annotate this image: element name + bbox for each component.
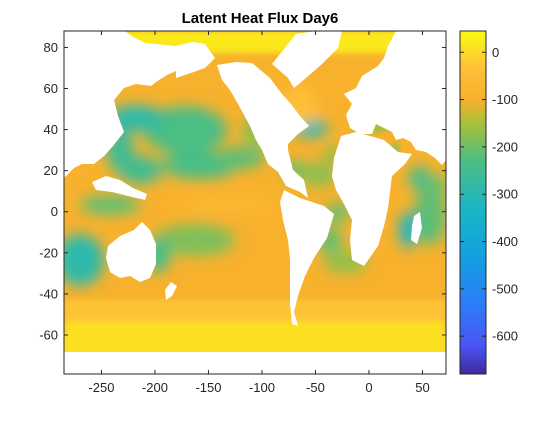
land-australia [106, 222, 156, 282]
flux-region-indian-ocean-west-australia [64, 234, 104, 286]
land-madagascar [411, 212, 422, 244]
y-tick-label: -60 [39, 327, 58, 342]
x-tick-label: -200 [142, 380, 168, 395]
x-tick-label: -150 [195, 380, 221, 395]
y-tick-label: 80 [44, 40, 58, 55]
y-tick-label: 40 [44, 122, 58, 137]
x-tick-label: 0 [365, 380, 372, 395]
colorbar-tick-label: -600 [492, 329, 518, 344]
x-axis: -250 -200 -150 -100 -50 0 50 [88, 31, 430, 395]
flux-region-bay-of-bengal [432, 175, 446, 195]
colorbar-tick-label: -100 [492, 92, 518, 107]
plot-frame [63, 30, 447, 375]
colorbar: 0 -100 -200 -300 -400 -500 -600 [459, 30, 518, 375]
flux-region-equatorial-cold-tongue [180, 198, 280, 212]
land-asia-west [64, 31, 215, 178]
land-north-america [217, 62, 309, 198]
flux-region-antarctic-coast-band [64, 332, 446, 352]
x-tick-label: 50 [415, 380, 429, 395]
y-tick-label: 0 [51, 204, 58, 219]
flux-region-kuroshio-extension [108, 105, 164, 131]
land-south-america [280, 190, 334, 326]
y-axis: 80 60 40 20 0 -20 -40 -60 [39, 40, 446, 342]
colorbar-tick-label: -500 [492, 281, 518, 296]
x-tick-label: -100 [249, 380, 275, 395]
antarctic-ice-fringe [64, 332, 446, 352]
flux-region-subantarctic-belt [64, 300, 446, 322]
colorbar-tick-label: -200 [492, 139, 518, 154]
colorbar-gradient [459, 30, 487, 375]
flux-region-hawaii-trades [215, 147, 265, 169]
flux-region-indonesian-seas [80, 195, 140, 215]
land-maritime-continent [92, 176, 147, 200]
plot-area [64, 31, 446, 374]
land-greenland [272, 31, 342, 88]
y-tick-label: -20 [39, 245, 58, 260]
x-tick-label: -250 [88, 380, 114, 395]
flux-region-south-indian-ocean [414, 185, 446, 245]
colorbar-tick-label: -400 [492, 234, 518, 249]
land-africa [332, 132, 412, 266]
y-tick-label: 60 [44, 81, 58, 96]
colorbar-tick-label: 0 [492, 45, 499, 60]
flux-region-arabian-sea [408, 166, 432, 190]
land-eurasia-east [344, 31, 446, 165]
flux-region-tropical-north-atlantic [300, 163, 336, 187]
y-tick-label: -40 [39, 286, 58, 301]
chart-title: Latent Heat Flux Day6 [182, 10, 339, 27]
colorbar-tick-label: -300 [492, 187, 518, 202]
flux-region-philippine-sea [118, 156, 162, 184]
colorbar-ticks: 0 -100 -200 -300 -400 -500 -600 [460, 45, 518, 344]
x-tick-label: -50 [306, 380, 325, 395]
flux-region-south-pacific-trades [155, 224, 235, 256]
y-tick-label: 20 [44, 163, 58, 178]
land-new-zealand [165, 282, 177, 300]
